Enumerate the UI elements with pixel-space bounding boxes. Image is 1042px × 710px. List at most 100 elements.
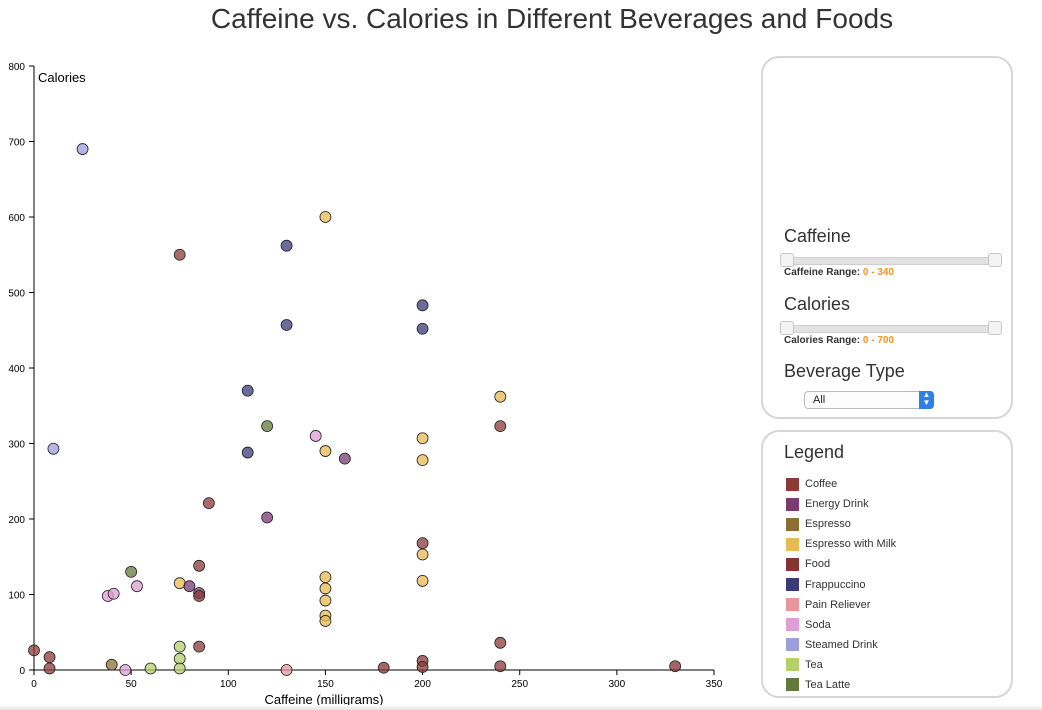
data-point-tea[interactable] [173,640,186,653]
calories-slider[interactable] [780,321,1002,335]
data-point-espresso-with-milk[interactable] [416,432,429,445]
data-point-frappuccino[interactable] [241,446,254,459]
y-tick-label: 0 [19,666,25,677]
data-point-tea-latte[interactable] [125,565,138,578]
data-point-frappuccino[interactable] [280,319,293,331]
data-point-food[interactable] [669,660,682,673]
data-point-frappuccino[interactable] [416,322,429,335]
data-point-coffee[interactable] [202,497,215,510]
data-point-coffee[interactable] [28,644,40,657]
data-point-espresso-with-milk[interactable] [416,454,429,467]
data-point-energy-drink[interactable] [261,511,274,524]
legend-swatch [786,598,799,612]
data-point-espresso-with-milk[interactable] [416,575,429,587]
caffeine-slider-min-handle[interactable] [780,253,794,267]
scatter-plot: 0 50 100 150 200 250 300 350 0 100 200 300 400 500 600… [8,62,722,707]
data-point-frappuccino[interactable] [241,384,254,397]
data-point-energy-drink[interactable] [183,580,196,593]
data-point-steamed-drink[interactable] [47,442,60,455]
legend-swatch [786,477,799,491]
calories-range-value: 0 - 700 [862,335,895,346]
data-point-food[interactable] [377,661,390,674]
data-point-frappuccino[interactable] [280,239,293,252]
data-points [28,143,682,676]
data-point-espresso-with-milk[interactable] [416,548,429,561]
data-point-espresso-with-milk[interactable] [319,571,332,584]
data-point-espresso-with-milk[interactable] [319,582,332,595]
legend-swatch [786,497,799,511]
legend-label: Tea [805,658,823,671]
caffeine-slider-track[interactable] [784,257,998,265]
data-point-espresso-with-milk[interactable] [319,615,332,627]
legend-label: Tea Latte [805,678,851,691]
legend-swatch [786,517,799,531]
legend-swatch [786,537,799,551]
data-point-coffee[interactable] [416,537,429,550]
calories-range-label: Calories Range: [784,335,861,346]
data-point-tea[interactable] [173,662,186,675]
data-point-coffee[interactable] [193,640,206,653]
data-point-steamed-drink[interactable] [76,143,89,155]
legend-item: Espresso [786,514,896,534]
data-point-frappuccino[interactable] [416,299,429,312]
data-point-espresso-with-milk[interactable] [319,445,332,457]
legend-swatch [786,618,799,632]
calories-slider-max-handle[interactable] [988,321,1002,335]
bottom-shadow [0,705,1042,710]
data-point-tea[interactable] [173,652,186,665]
x-tick-label: 150 [317,679,334,690]
legend-panel: Legend Coffee Energy Drink Espresso Espress… [761,430,1013,698]
data-point-coffee[interactable] [494,420,507,433]
data-point-coffee[interactable] [43,662,56,675]
data-point-soda[interactable] [119,664,132,676]
data-point-coffee[interactable] [494,660,507,673]
legend-item: Steamed Drink [786,635,896,655]
y-tick-label: 300 [8,440,25,451]
data-point-tea[interactable] [144,662,157,675]
data-point-soda[interactable] [309,430,322,442]
data-point-coffee[interactable] [416,661,429,673]
caffeine-range-value: 0 - 340 [862,267,895,278]
legend-swatch [786,557,799,571]
legend-item: Pain Reliever [786,595,896,615]
legend-list: Coffee Energy Drink Espresso Espresso with … [786,474,896,695]
x-tick-label: 200 [414,679,431,690]
data-point-espresso[interactable] [105,658,118,671]
legend-item: Food [786,554,896,574]
data-point-coffee[interactable] [173,248,186,261]
chevron-up-down-icon[interactable]: ▲ ▼ [919,391,934,409]
beverage-type-select[interactable]: All ▲ ▼ [804,391,934,409]
legend-label: Espresso with Milk [805,538,897,551]
data-point-espresso-with-milk[interactable] [319,594,332,607]
data-point-coffee[interactable] [43,651,56,664]
data-point-espresso-with-milk[interactable] [173,577,186,590]
caffeine-slider-max-handle[interactable] [988,253,1002,267]
calories-slider-track[interactable] [784,325,998,333]
calories-slider-min-handle[interactable] [780,321,794,335]
data-point-soda[interactable] [107,587,120,600]
legend-label: Energy Drink [805,498,869,511]
legend-label: Pain Reliever [805,598,871,611]
legend-swatch [786,658,799,672]
data-point-tea-latte[interactable] [261,420,274,433]
data-point-pain-reliever[interactable] [280,664,293,676]
x-tick-label: 300 [609,679,626,690]
data-point-soda[interactable] [131,580,143,593]
legend-item: Tea Latte [786,675,896,695]
x-axis-label: Caffeine (milligrams) [265,692,384,707]
caffeine-slider[interactable] [780,253,1002,267]
legend-swatch [786,678,799,692]
data-point-espresso-with-milk[interactable] [319,211,332,223]
legend-swatch [786,638,799,652]
data-point-coffee[interactable] [193,590,206,602]
beverage-type-heading: Beverage Type [784,361,905,381]
y-tick-label: 500 [8,289,25,300]
x-tick-label: 50 [126,679,138,690]
legend-item: Energy Drink [786,494,896,514]
x-tick-label: 0 [31,679,37,690]
legend-item: Frappuccino [786,574,896,594]
data-point-coffee[interactable] [193,559,206,572]
data-point-coffee[interactable] [494,636,507,649]
data-point-espresso-with-milk[interactable] [494,390,507,403]
data-point-energy-drink[interactable] [338,452,351,465]
